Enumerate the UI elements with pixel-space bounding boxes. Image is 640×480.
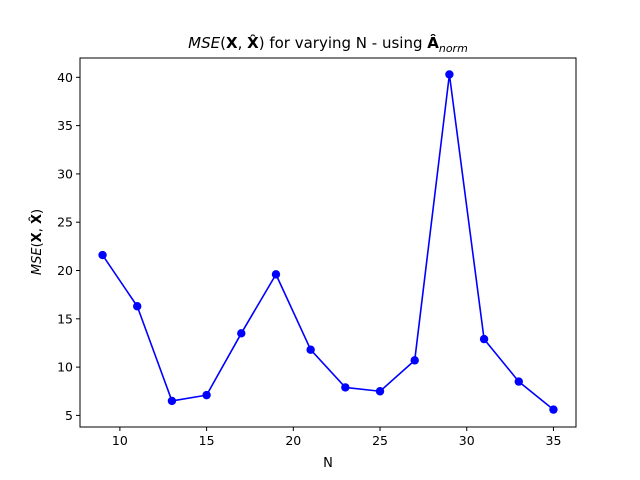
y-tick-label: 35 (57, 118, 73, 133)
title-x: X (226, 34, 238, 52)
plot-area: 10 15 20 25 30 35 5 10 15 20 25 30 35 40 (57, 57, 577, 448)
data-point (479, 334, 489, 344)
x-tick-label: 10 (112, 433, 128, 448)
y-tick-label: 10 (57, 360, 73, 375)
y-tick-label: 25 (57, 215, 73, 230)
x-tick-label: 15 (199, 433, 215, 448)
ylabel-xhat: X̂ (30, 214, 45, 224)
title-open-paren: ( (220, 34, 226, 52)
y-tick-label: 30 (57, 166, 73, 181)
title-xhat: X̂ (247, 33, 259, 52)
x-tick-label: 25 (372, 433, 388, 448)
ylabel-x: X (30, 232, 45, 242)
data-point (202, 390, 211, 400)
data-point (514, 377, 523, 386)
title-a-subscript: norm (439, 42, 468, 55)
title-close-paren: ) (259, 34, 265, 52)
y-tick-label: 40 (57, 70, 73, 85)
data-point (98, 250, 107, 260)
series-line (101, 73, 554, 411)
y-axis-label: MSE(X, X̂) (30, 209, 45, 275)
title-mse: MSE (188, 34, 220, 52)
ylabel-comma: , (30, 224, 45, 232)
data-point (133, 302, 142, 311)
data-point (549, 405, 558, 414)
data-point (375, 387, 385, 396)
y-tick-label: 20 (57, 263, 73, 278)
title-comma: , (238, 34, 248, 52)
chart-title: MSE(X, X̂) for varying N - using Ânorm (188, 33, 468, 55)
ylabel-mse: MSE (30, 247, 45, 275)
data-point (271, 270, 281, 279)
y-tick-label: 15 (57, 311, 73, 326)
title-middle-text: for varying N - using (265, 34, 428, 52)
data-point (341, 383, 350, 392)
x-tick-label: 30 (459, 433, 475, 448)
data-point (410, 356, 419, 365)
data-point (237, 329, 246, 338)
data-point (306, 345, 315, 354)
x-axis-label: N (323, 456, 333, 471)
y-tick-label: 5 (65, 408, 73, 423)
ylabel-close-paren: ) (30, 209, 45, 214)
data-point (445, 70, 454, 79)
x-tick-label: 20 (285, 433, 301, 448)
ylabel-open-paren: ( (30, 242, 45, 247)
axes-frame (79, 57, 577, 428)
data-point (167, 396, 177, 406)
title-a-hat: Â (427, 33, 439, 52)
x-tick-label: 35 (546, 433, 562, 448)
